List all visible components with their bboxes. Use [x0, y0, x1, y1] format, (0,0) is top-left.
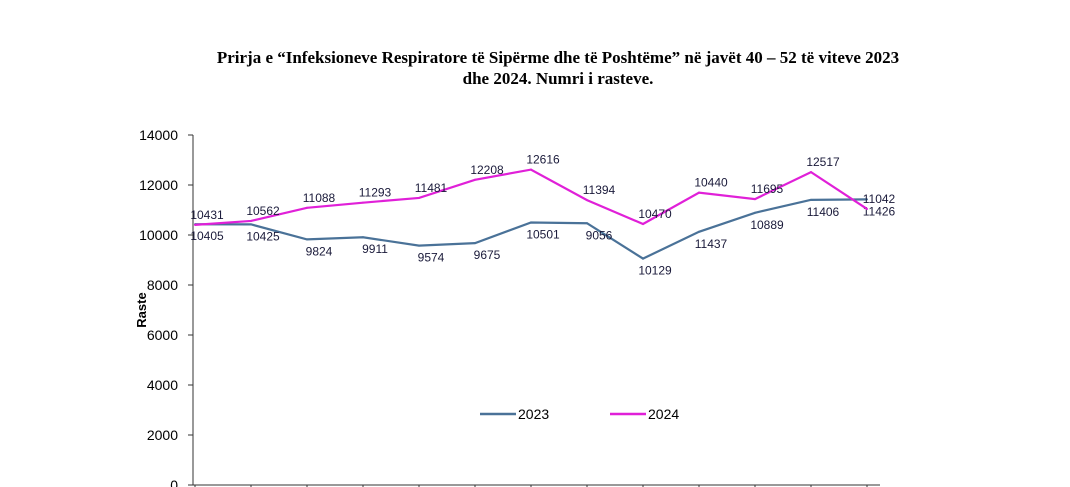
- data-label-2023: 10405: [190, 229, 224, 243]
- title-line-2: dhe 2024. Numri i rasteve.: [462, 69, 654, 88]
- data-point-2024: [698, 191, 700, 194]
- data-point-2024: [530, 168, 532, 171]
- data-label-2024: 12517: [806, 155, 840, 169]
- data-point-2024: [586, 199, 588, 202]
- data-point-2024: [810, 171, 812, 174]
- data-point-2023: [642, 257, 644, 260]
- data-point-2023: [586, 222, 588, 225]
- y-tick-label: 4000: [147, 377, 178, 393]
- data-point-2023: [866, 198, 868, 201]
- y-tick-label: 0: [170, 477, 178, 487]
- data-label-2024: 11088: [303, 191, 336, 205]
- data-point-2024: [754, 198, 756, 201]
- data-point-2023: [698, 230, 700, 233]
- data-label-2024: 10431: [190, 208, 224, 222]
- data-point-2023: [362, 236, 364, 239]
- data-label-2023: 9911: [362, 242, 388, 256]
- data-label-2024: 11293: [359, 186, 392, 200]
- data-label-2024: 12208: [470, 163, 504, 177]
- data-point-2024: [362, 201, 364, 204]
- data-point-2023: [474, 242, 476, 245]
- data-label-2023: 10129: [638, 264, 672, 278]
- y-tick-label: 14000: [139, 127, 178, 143]
- data-point-2024: [642, 223, 644, 225]
- title-line-1: Prirja e “Infeksioneve Respiratore të Si…: [216, 48, 900, 67]
- data-point-2023: [530, 221, 532, 224]
- series-line-2024: [194, 168, 868, 226]
- data-label-2023: 10501: [526, 227, 560, 241]
- data-label-2024: 11042: [863, 192, 896, 206]
- y-tick-label: 10000: [139, 227, 178, 243]
- data-label-2024: 10470: [638, 207, 672, 221]
- data-label-2023: 9824: [306, 244, 333, 258]
- data-label-2023: 11437: [695, 237, 728, 251]
- data-point-2024: [250, 219, 252, 222]
- data-label-2023: 11426: [863, 204, 896, 218]
- data-label-2024: 11481: [415, 181, 448, 195]
- data-label-2023: 9574: [418, 251, 445, 265]
- data-label-2024: 10562: [246, 204, 280, 218]
- data-point-2023: [810, 198, 812, 201]
- data-point-2024: [306, 206, 308, 209]
- data-point-2023: [250, 223, 252, 226]
- data-point-2023: [306, 238, 308, 241]
- legend-label-2023: 2023: [518, 406, 549, 422]
- data-label-2024: 10440: [694, 176, 728, 190]
- data-label-2024: 11394: [583, 183, 616, 197]
- data-point-2023: [754, 211, 756, 214]
- y-tick-label: 6000: [147, 327, 178, 343]
- data-label-2023: 9056: [586, 228, 613, 242]
- y-tick-label: 2000: [147, 427, 178, 443]
- data-label-2023: 10425: [246, 229, 280, 243]
- data-label-2024: 12616: [526, 153, 560, 167]
- y-axis-title: Raste: [134, 292, 149, 327]
- data-label-2023: 11406: [807, 205, 840, 219]
- data-label-2023: 10889: [750, 218, 784, 232]
- data-point-2023: [418, 244, 420, 247]
- data-label-2023: 9675: [474, 248, 501, 262]
- data-point-2024: [474, 178, 476, 181]
- data-label-2024: 11695: [751, 182, 784, 196]
- legend-label-2024: 2024: [648, 406, 679, 422]
- data-point-2024: [194, 223, 196, 226]
- y-tick-label: 12000: [139, 177, 178, 193]
- data-point-2024: [418, 196, 420, 199]
- y-tick-label: 8000: [147, 277, 178, 293]
- chart-title: Prirja e “Infeksioneve Respiratore të Si…: [0, 47, 1070, 89]
- data-point-2024: [866, 207, 868, 210]
